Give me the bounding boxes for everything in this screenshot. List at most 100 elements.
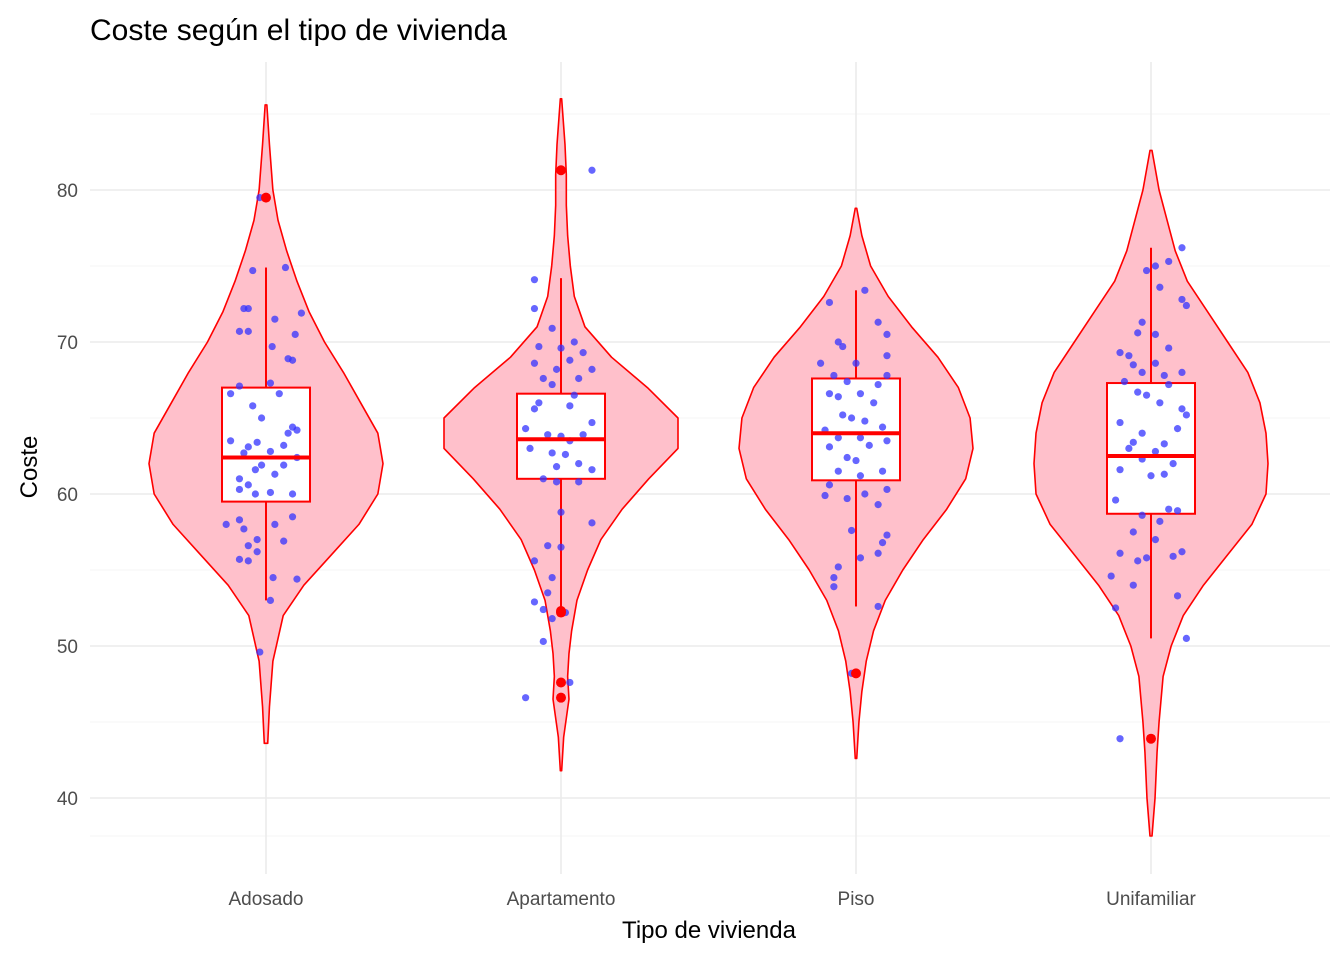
data-point — [1134, 329, 1142, 337]
outlier-point — [556, 165, 566, 176]
data-point — [1156, 517, 1164, 525]
data-point — [839, 411, 847, 419]
data-point — [522, 694, 530, 702]
data-point — [1151, 262, 1160, 270]
data-point — [1178, 548, 1186, 556]
data-point — [1116, 418, 1124, 427]
data-point — [1116, 549, 1124, 557]
group-unifamiliar — [1033, 149, 1269, 837]
data-point — [861, 286, 869, 294]
data-point — [588, 466, 596, 474]
data-point — [251, 490, 259, 498]
data-point — [244, 327, 252, 335]
data-point — [275, 390, 283, 398]
data-point — [883, 352, 891, 360]
data-point — [1165, 380, 1173, 389]
data-point — [1151, 536, 1160, 544]
data-point — [548, 324, 556, 332]
data-point — [566, 356, 574, 364]
outlier-point — [556, 677, 566, 688]
data-point — [288, 490, 297, 498]
box — [1106, 382, 1196, 515]
data-point — [825, 481, 834, 489]
data-point — [288, 356, 297, 364]
data-point — [256, 648, 264, 656]
data-point — [1165, 505, 1173, 513]
data-point — [1165, 257, 1173, 266]
data-point — [579, 349, 587, 357]
data-point — [1125, 352, 1133, 360]
data-point — [856, 472, 865, 480]
data-point — [530, 598, 539, 606]
data-point — [874, 602, 882, 611]
data-point — [1129, 361, 1137, 369]
data-point — [843, 494, 851, 503]
data-point — [1173, 507, 1182, 515]
data-point — [548, 449, 556, 457]
x-tick-label: Adosado — [228, 889, 303, 910]
data-point — [566, 402, 574, 410]
data-point — [883, 485, 891, 494]
data-point — [825, 390, 834, 398]
data-point — [249, 266, 257, 275]
data-point — [1151, 447, 1160, 456]
data-point — [539, 475, 547, 483]
outlier-point — [1146, 733, 1156, 744]
data-point — [1178, 244, 1186, 252]
data-point — [544, 589, 552, 597]
data-point — [575, 460, 583, 468]
data-point — [1151, 330, 1160, 338]
data-point — [1151, 359, 1160, 367]
data-point — [557, 344, 565, 352]
x-tick-label: Piso — [838, 889, 875, 910]
data-point — [235, 327, 244, 335]
data-point — [1160, 371, 1168, 380]
data-point — [874, 380, 882, 389]
data-point — [266, 488, 275, 497]
group-apartamento — [443, 98, 679, 772]
data-point — [253, 548, 261, 556]
data-point — [1129, 581, 1137, 589]
x-axis-title: Tipo de vivienda — [622, 917, 797, 944]
outlier-point — [261, 192, 271, 203]
data-point — [235, 485, 244, 494]
data-point — [579, 431, 587, 439]
data-point — [834, 467, 842, 475]
data-point — [883, 531, 891, 539]
data-point — [861, 417, 869, 425]
data-point — [297, 309, 305, 317]
data-point — [1165, 344, 1173, 352]
data-point — [834, 393, 842, 401]
data-point — [1120, 377, 1129, 386]
data-point — [1116, 735, 1124, 743]
data-point — [878, 423, 887, 431]
data-point — [244, 481, 252, 489]
data-point — [843, 377, 851, 386]
data-point — [235, 555, 244, 563]
data-point — [1178, 368, 1186, 376]
data-point — [1112, 604, 1120, 612]
data-point — [874, 318, 882, 326]
data-point — [269, 574, 277, 582]
data-point — [1173, 592, 1182, 600]
data-point — [293, 426, 301, 434]
group-piso — [738, 207, 974, 760]
data-point — [1142, 554, 1151, 562]
data-point — [861, 490, 869, 498]
data-point — [1142, 266, 1151, 275]
data-point — [830, 574, 838, 582]
data-point — [1138, 318, 1146, 326]
data-point — [1173, 425, 1182, 433]
y-tick-label: 40 — [57, 789, 78, 810]
data-point — [1129, 528, 1137, 536]
data-point — [825, 298, 834, 307]
data-point — [830, 583, 838, 591]
data-point — [530, 359, 539, 367]
plot-area — [148, 98, 1269, 837]
data-point — [852, 456, 860, 465]
y-tick-label: 70 — [57, 333, 78, 354]
data-point — [253, 536, 261, 544]
data-point — [552, 365, 561, 373]
y-axis-title: Coste — [16, 436, 43, 499]
data-point — [865, 441, 873, 449]
